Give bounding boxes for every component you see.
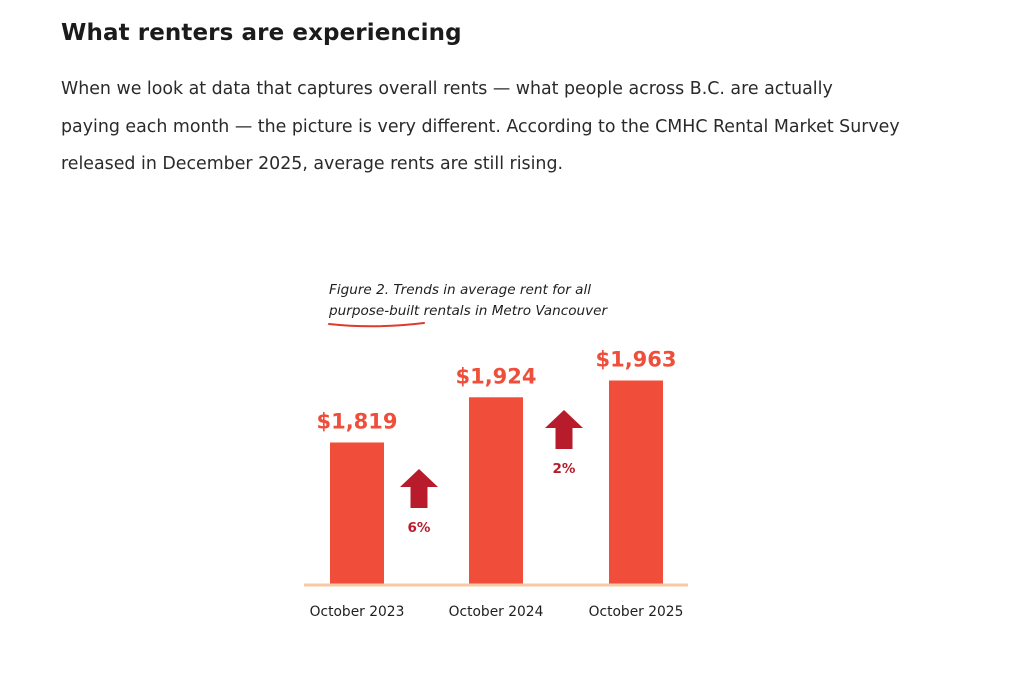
rent-trend-figure: Figure 2. Trends in average rent for all…	[290, 276, 710, 636]
bar-value-label: $1,819	[316, 410, 397, 434]
figure-caption-line: purpose-built rentals in Metro Vancouver	[329, 303, 608, 319]
bar	[330, 442, 384, 584]
change-percent-label: 6%	[408, 520, 431, 536]
bar-chart: $1,819 October 2023 $1,924 October 2024 $1,9…	[304, 322, 688, 620]
caption-underline	[328, 322, 425, 328]
bar	[609, 380, 663, 584]
bar-value-label: $1,924	[455, 364, 536, 388]
paragraph-line: released in December 2025, average rents…	[61, 154, 564, 174]
x-tick-label: October 2024	[449, 604, 544, 620]
up-arrow-icon	[400, 469, 438, 508]
bar	[469, 397, 523, 584]
up-arrow-icon	[545, 410, 583, 449]
paragraph-line: When we look at data that captures overa…	[61, 79, 833, 99]
figure-caption-line: Figure 2. Trends in average rent for all	[329, 282, 592, 298]
paragraph-line: paying each month — the picture is very …	[61, 116, 900, 137]
x-tick-label: October 2025	[589, 604, 684, 620]
article-section: What renters are experiencing When we lo…	[61, 16, 961, 184]
section-heading: What renters are experiencing	[61, 20, 462, 46]
body-paragraph: When we look at data that captures overa…	[61, 71, 961, 184]
x-tick-label: October 2023	[310, 604, 405, 620]
figure-caption: Figure 2. Trends in average rent for all…	[329, 280, 607, 322]
bar-value-label: $1,963	[595, 348, 676, 372]
change-percent-label: 2%	[553, 461, 576, 477]
